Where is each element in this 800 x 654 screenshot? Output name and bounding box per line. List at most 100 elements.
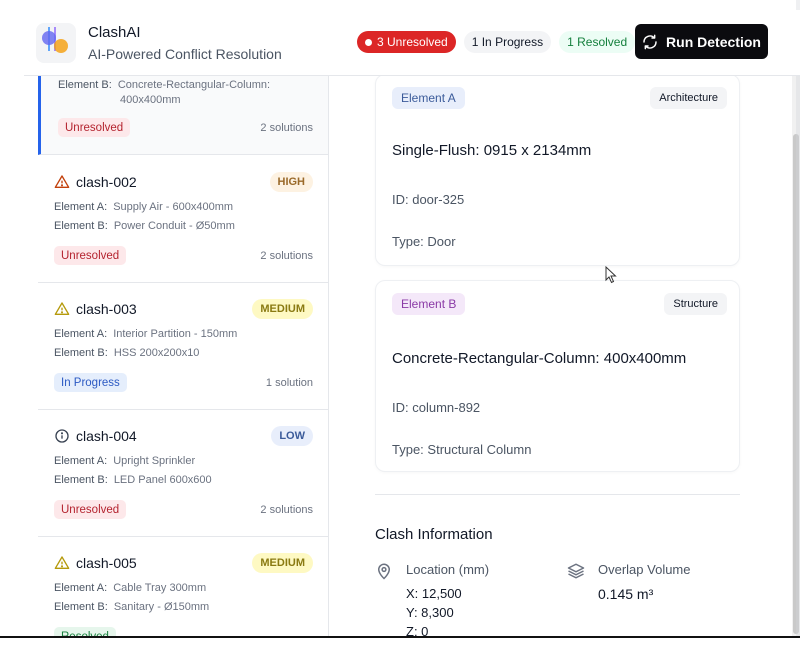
refresh-icon [643, 34, 657, 49]
app-tagline: AI-Powered Conflict Resolution [88, 45, 282, 62]
element-a-label: Element A: [54, 201, 108, 213]
element-b-value: Sanitary - Ø150mm [113, 601, 210, 613]
element-b-value: HSS 200x200x10 [113, 347, 200, 359]
card-footer: Unresolved 2 solutions [54, 246, 313, 265]
clash-card[interactable]: clash-004 LOW Element A: Upright Sprinkle… [38, 410, 328, 537]
clash-id: clash-005 [76, 555, 137, 571]
element-a-value: Cable Tray 300mm [113, 582, 207, 594]
element-id: ID: door-325 [392, 192, 465, 207]
element-b-label: Element B: [54, 601, 108, 613]
location-z: Z: 0 [406, 624, 429, 636]
run-detection-label: Run Detection [666, 33, 761, 50]
element-a-value: Upright Sprinkler [113, 455, 196, 467]
severity-badge: LOW [271, 426, 313, 446]
location-x: X: 12,500 [406, 586, 462, 601]
card-footer: In Progress 1 solution [54, 373, 313, 392]
element-b-label: Element B: [54, 474, 108, 486]
element-b-chip: Element B [392, 293, 466, 315]
element-id: ID: column-892 [392, 400, 481, 415]
app-name: ClashAI [88, 23, 141, 41]
element-a-label: Element A: [54, 582, 108, 594]
layers-icon [567, 563, 585, 579]
clash-id: clash-003 [76, 301, 137, 317]
category-badge: Architecture [650, 87, 727, 109]
element-a-line: Element A: Upright Sprinkler [54, 452, 313, 471]
clash-id: clash-002 [76, 174, 137, 190]
window-edge [796, 0, 800, 654]
element-type: Type: Structural Column [392, 442, 532, 457]
element-b-line: Element B: Power Conduit - Ø50mm [54, 217, 313, 236]
mouse-cursor-icon [605, 266, 617, 284]
solution-count: 2 solutions [260, 503, 313, 516]
element-type: Type: Door [392, 234, 456, 249]
clash-detail-panel[interactable]: Element A Architecture Single-Flush: 091… [330, 76, 792, 636]
element-b-value: Concrete-Rectangular-Column: [117, 79, 271, 91]
brand: ClashAI AI-Powered Conflict Resolution [88, 24, 282, 62]
app-logo [36, 22, 76, 63]
element-a-card: Element A Architecture Single-Flush: 091… [375, 76, 740, 266]
element-a-value: Supply Air - 600x400mm [113, 201, 234, 213]
element-a-value: Interior Partition - 150mm [113, 328, 238, 340]
run-detection-button[interactable]: Run Detection [635, 24, 768, 59]
card-header: clash-002 HIGH [54, 170, 313, 194]
element-a-label: Element A: [54, 328, 108, 340]
in-progress-count-badge: 1 In Progress [463, 31, 552, 53]
window-bottom-edge [0, 636, 800, 654]
card-footer: Unresolved 2 solutions [54, 500, 313, 519]
element-a-chip: Element A [392, 87, 465, 109]
overlap-value: 0.145 m³ [598, 586, 654, 602]
element-b-label: Element B: [58, 79, 112, 91]
severity-badge: HIGH [269, 172, 313, 192]
element-a-line: Element A: Supply Air - 600x400mm [54, 198, 313, 217]
alert-dot-icon [365, 38, 372, 46]
category-badge: Structure [664, 293, 727, 315]
solution-count: 1 solution [265, 376, 313, 389]
app-header: ClashAI AI-Powered Conflict Resolution 3… [24, 10, 800, 76]
card-footer: Resolved [54, 627, 313, 636]
location-y: Y: 8,300 [406, 605, 454, 620]
map-pin-icon [377, 563, 391, 580]
location-label: Location (mm) [406, 562, 490, 577]
card-header: clash-004 LOW [54, 424, 313, 448]
clash-card-selected[interactable]: Element B: Concrete-Rectangular-Column: 4… [38, 76, 328, 155]
element-title: Concrete-Rectangular-Column: 400x400mm [392, 350, 687, 367]
element-b-value: LED Panel 600x600 [113, 474, 212, 486]
status-badge: In Progress [54, 373, 127, 392]
element-b-label: Element B: [54, 220, 108, 232]
element-a-label: Element A: [54, 455, 108, 467]
element-b-card: Element B Structure Concrete-Rectangular… [375, 280, 740, 472]
clash-card[interactable]: clash-002 HIGH Element A: Supply Air - 60… [38, 156, 328, 283]
clash-card[interactable]: clash-005 MEDIUM Element A: Cable Tray 30… [38, 537, 328, 636]
element-b-line: Element B: Concrete-Rectangular-Column: [58, 76, 313, 95]
element-title: Single-Flush: 0915 x 2134mm [392, 142, 592, 159]
warning-triangle-icon [54, 175, 70, 188]
solution-count: 2 solutions [260, 121, 313, 134]
element-b-line: Element B: HSS 200x200x10 [54, 344, 313, 363]
status-badge: Unresolved [54, 500, 127, 519]
element-b-label: Element B: [54, 347, 108, 359]
clash-card[interactable]: clash-003 MEDIUM Element A: Interior Part… [38, 283, 328, 410]
unresolved-count-badge: 3 Unresolved [357, 31, 456, 53]
clash-id: clash-004 [76, 428, 137, 444]
clash-list[interactable]: Element B: Concrete-Rectangular-Column: 4… [38, 76, 329, 636]
card-header: clash-003 MEDIUM [54, 297, 313, 321]
severity-badge: MEDIUM [252, 553, 313, 573]
clash-info-title: Clash Information [375, 526, 493, 543]
element-b-value: Power Conduit - Ø50mm [113, 220, 235, 232]
warning-triangle-icon [54, 302, 70, 315]
resolved-count-badge: 1 Resolved [559, 31, 636, 53]
element-a-line: Element A: Cable Tray 300mm [54, 579, 313, 598]
status-badge: Unresolved [58, 118, 131, 137]
element-b-value-cont: 400x400mm [120, 94, 181, 106]
scrollbar-thumb[interactable] [793, 134, 799, 634]
divider [375, 494, 740, 495]
warning-triangle-icon [54, 556, 70, 569]
unresolved-count-label: 3 Unresolved [377, 35, 448, 49]
element-b-line: Element B: Sanitary - Ø150mm [54, 598, 313, 617]
card-footer: Unresolved 2 solutions [58, 118, 313, 137]
severity-badge: MEDIUM [252, 299, 313, 319]
solution-count: 2 solutions [260, 249, 313, 262]
page-scrollbar[interactable] [792, 76, 800, 636]
status-summary: 3 Unresolved 1 In Progress 1 Resolved [357, 31, 636, 53]
